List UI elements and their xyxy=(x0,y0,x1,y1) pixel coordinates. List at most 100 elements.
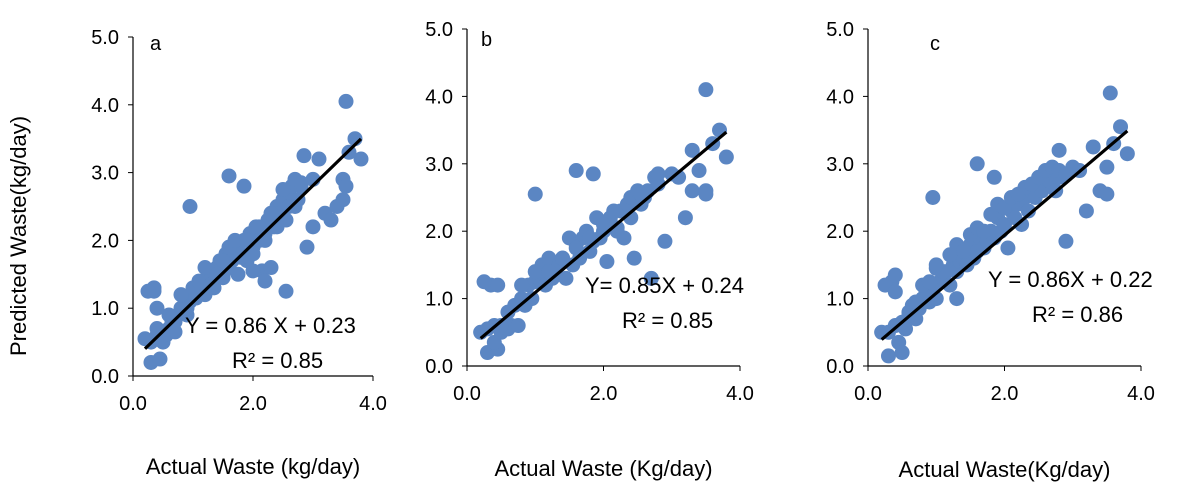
equation-label: Y= 0.85X + 0.24 xyxy=(585,273,744,298)
data-point xyxy=(149,300,165,316)
y-tick-label: 0.0 xyxy=(826,356,854,378)
y-tick-label: 0.0 xyxy=(91,366,119,388)
data-point xyxy=(928,257,944,273)
data-point xyxy=(215,253,231,269)
data-point xyxy=(510,318,526,334)
x-tick-label: 2.0 xyxy=(991,383,1019,405)
y-tick-label: 4.0 xyxy=(425,86,453,108)
data-point xyxy=(657,233,673,249)
x-tick-label: 4.0 xyxy=(726,383,754,405)
data-point xyxy=(524,291,540,307)
data-point xyxy=(1000,240,1016,256)
data-point xyxy=(887,284,903,300)
data-point xyxy=(140,283,156,299)
trend-line xyxy=(143,137,363,350)
data-point xyxy=(197,287,213,303)
y-tick-label: 1.0 xyxy=(91,298,119,320)
data-point xyxy=(956,243,972,259)
data-point xyxy=(245,263,261,279)
data-point xyxy=(969,156,985,172)
panel-label: b xyxy=(481,29,492,51)
data-point xyxy=(527,186,543,202)
data-point xyxy=(191,273,207,289)
chart-panel-a: 0.0 1.0 2.0 3.0 4.0 5.0 0.0 2.0 4.0 Y = 0.86 X + … xyxy=(91,27,387,479)
y-tick-label: 1.0 xyxy=(425,289,453,311)
data-point xyxy=(353,151,369,167)
data-point xyxy=(949,291,965,307)
data-point xyxy=(1020,203,1036,219)
data-point xyxy=(323,212,339,228)
data-point xyxy=(263,205,279,221)
data-point xyxy=(296,148,312,164)
x-tick-label: 4.0 xyxy=(1127,383,1155,405)
data-point xyxy=(299,239,315,255)
data-point xyxy=(925,190,941,205)
data-point xyxy=(976,223,992,239)
data-point xyxy=(626,250,642,266)
data-point xyxy=(490,277,506,293)
y-tick-label: 5.0 xyxy=(425,19,453,41)
data-point xyxy=(633,186,649,202)
data-point xyxy=(698,82,714,98)
chart-panel-c: 0.0 1.0 2.0 3.0 4.0 5.0 0.0 2.0 4.0 Y = 0.86X + 0… xyxy=(826,19,1155,482)
data-point xyxy=(305,219,321,235)
data-point xyxy=(1119,146,1135,162)
data-point xyxy=(558,270,574,286)
data-point xyxy=(257,273,273,289)
y-tick-label: 2.0 xyxy=(826,221,854,243)
data-point xyxy=(568,163,584,179)
panel-label: a xyxy=(150,33,162,55)
data-point xyxy=(335,192,351,208)
data-point xyxy=(1099,186,1115,202)
data-point xyxy=(263,260,279,276)
data-point xyxy=(596,216,611,232)
data-point xyxy=(227,232,243,248)
r-squared-label: R² = 0.85 xyxy=(622,308,713,333)
equation-label: Y = 0.86X + 0.22 xyxy=(988,267,1153,292)
data-point xyxy=(1099,159,1115,175)
x-axis-label: Actual Waste (kg/day) xyxy=(146,454,360,479)
y-tick-label: 5.0 xyxy=(91,27,119,49)
y-tick-label: 4.0 xyxy=(91,95,119,117)
data-point xyxy=(1058,166,1074,182)
data-point xyxy=(476,274,492,290)
data-point xyxy=(1051,142,1067,158)
data-point xyxy=(691,163,707,179)
y-tick-label: 2.0 xyxy=(425,221,453,243)
r-squared-label: R² = 0.86 xyxy=(1032,302,1123,327)
data-point xyxy=(514,277,530,293)
data-point xyxy=(650,166,666,182)
trend-line xyxy=(880,129,1129,341)
data-point xyxy=(555,250,571,266)
data-point xyxy=(215,270,231,286)
data-point xyxy=(311,151,327,167)
data-point xyxy=(500,304,516,320)
data-point xyxy=(221,168,237,184)
x-tick-label: 0.0 xyxy=(854,383,882,405)
y-tick-label: 3.0 xyxy=(91,163,119,185)
y-axis-label: Predicted Waste(kg/day) xyxy=(6,116,31,356)
data-point xyxy=(568,240,584,256)
data-point xyxy=(698,186,714,202)
data-point xyxy=(1102,85,1118,101)
data-point xyxy=(251,219,267,235)
data-point xyxy=(894,345,910,361)
data-point xyxy=(1078,203,1094,219)
data-point xyxy=(942,277,958,293)
x-axis-label: Actual Waste(Kg/day) xyxy=(899,457,1111,482)
data-point xyxy=(275,182,291,198)
data-point xyxy=(609,220,625,236)
x-tick-label: 4.0 xyxy=(359,393,387,415)
data-point xyxy=(152,351,168,367)
data-point xyxy=(718,149,734,165)
data-point xyxy=(230,266,246,282)
data-point xyxy=(338,178,354,194)
data-point xyxy=(1014,216,1030,232)
data-point xyxy=(880,348,896,364)
data-point xyxy=(278,283,294,299)
data-point xyxy=(541,264,557,280)
data-point xyxy=(643,270,659,286)
data-point xyxy=(236,178,252,194)
trend-line xyxy=(479,130,728,340)
